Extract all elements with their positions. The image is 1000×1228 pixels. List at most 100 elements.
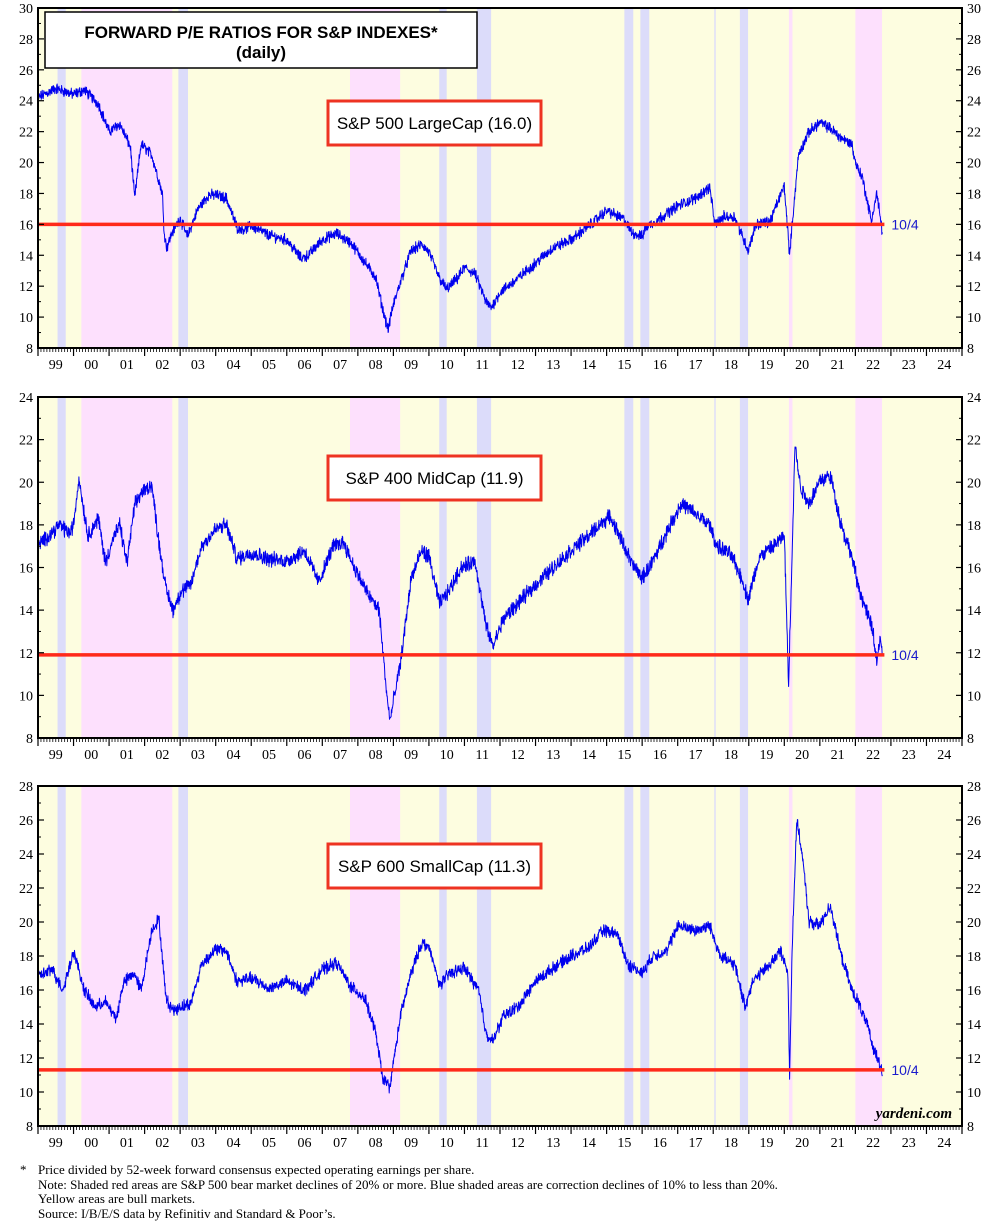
y-tick-label-left: 10 [19, 689, 33, 704]
series-label-box [326, 454, 543, 502]
x-tick-label: 00 [84, 748, 98, 763]
y-tick-label-left: 28 [19, 780, 33, 795]
correction-shading [739, 786, 749, 1126]
series-label: S&P 400 MidCap (11.9) [346, 469, 524, 488]
y-tick-label-left: 24 [19, 95, 33, 110]
x-tick-label: 06 [298, 1136, 312, 1151]
x-tick-label: 23 [902, 1136, 916, 1151]
correction-shading [624, 397, 634, 738]
x-tick-label: 13 [546, 1136, 560, 1151]
bull-market-shading [38, 786, 962, 1126]
x-tick-label: 17 [688, 748, 702, 763]
x-tick-label: 01 [120, 1136, 134, 1151]
x-tick-label: 12 [511, 748, 525, 763]
y-tick-label-left: 22 [19, 126, 33, 141]
future-area [882, 397, 962, 738]
correction-shading [640, 786, 650, 1126]
x-tick-label: 10 [440, 1136, 454, 1151]
y-tick-label-left: 8 [26, 342, 33, 357]
end-date-label: 10/4 [891, 1062, 918, 1078]
y-tick-label-left: 24 [19, 391, 33, 406]
x-tick-label: 14 [582, 1136, 596, 1151]
correction-shading [714, 8, 716, 348]
footnote-star: * [20, 1162, 27, 1177]
correction-shading [714, 786, 716, 1126]
x-tick-label: 08 [369, 358, 383, 373]
y-tick-label-right: 24 [967, 95, 981, 110]
y-tick-label-right: 10 [967, 311, 981, 326]
x-tick-label: 01 [120, 358, 134, 373]
end-date-label: 10/4 [891, 216, 918, 232]
x-tick-label: 01 [120, 748, 134, 763]
correction-shading [640, 8, 650, 348]
correction-shading [178, 397, 188, 738]
x-tick-label: 99 [49, 748, 63, 763]
x-tick-label: 00 [84, 358, 98, 373]
x-tick-label: 15 [617, 1136, 631, 1151]
y-tick-label-left: 14 [19, 604, 33, 619]
x-tick-label: 11 [475, 1136, 488, 1151]
x-tick-label: 18 [724, 358, 738, 373]
correction-shading [178, 8, 188, 348]
bear-market-shading [81, 786, 173, 1126]
correction-shading [624, 8, 634, 348]
title-box-group: FORWARD P/E RATIOS FOR S&P INDEXES*(dail… [44, 11, 478, 69]
y-tick-label-right: 18 [967, 519, 981, 534]
x-tick-label: 09 [404, 358, 418, 373]
y-tick-label-right: 20 [967, 157, 981, 172]
bear-market-shading [81, 397, 173, 738]
bear-market-shading [855, 786, 883, 1126]
y-tick-label-left: 14 [19, 249, 33, 264]
y-tick-label-left: 12 [19, 280, 33, 295]
bear-market-shading [350, 397, 401, 738]
bear-market-shading [788, 397, 793, 738]
x-tick-label: 18 [724, 1136, 738, 1151]
end-date-label: 10/4 [891, 647, 918, 663]
pe-series-line [37, 83, 883, 333]
bear-market-shading [855, 8, 883, 348]
series-label-box [326, 99, 543, 147]
y-tick-label-right: 22 [967, 126, 981, 141]
x-tick-label: 07 [333, 358, 347, 373]
y-tick-label-left: 8 [26, 732, 33, 747]
y-tick-label-right: 30 [967, 2, 981, 17]
y-tick-label-right: 14 [967, 249, 981, 264]
correction-shading [739, 8, 749, 348]
x-tick-label: 99 [49, 358, 63, 373]
y-tick-label-right: 12 [967, 647, 981, 662]
x-tick-label: 02 [155, 358, 169, 373]
y-tick-label-left: 26 [19, 814, 33, 829]
y-tick-label-right: 24 [967, 391, 981, 406]
bear-market-shading [350, 786, 401, 1126]
y-tick-label-left: 16 [19, 562, 33, 577]
x-tick-label: 02 [155, 748, 169, 763]
correction-shading [476, 397, 492, 738]
correction-shading [640, 397, 650, 738]
x-tick-label: 07 [333, 748, 347, 763]
y-tick-label-right: 14 [967, 1018, 981, 1033]
x-tick-label: 06 [298, 358, 312, 373]
x-tick-label: 21 [831, 358, 845, 373]
x-tick-label: 11 [475, 748, 488, 763]
x-tick-label: 04 [226, 1136, 240, 1151]
y-tick-label-right: 18 [967, 187, 981, 202]
x-tick-label: 03 [191, 748, 205, 763]
x-tick-label: 22 [866, 748, 880, 763]
x-tick-label: 02 [155, 1136, 169, 1151]
x-tick-label: 15 [617, 748, 631, 763]
series-label: S&P 600 SmallCap (11.3) [338, 857, 531, 876]
x-tick-label: 18 [724, 748, 738, 763]
footnote-definition: Price divided by 52-week forward consens… [38, 1162, 475, 1177]
future-area [882, 786, 962, 1126]
x-tick-label: 23 [902, 748, 916, 763]
y-tick-label-left: 18 [19, 519, 33, 534]
x-tick-label: 09 [404, 1136, 418, 1151]
y-tick-label-right: 26 [967, 64, 981, 79]
x-tick-label: 03 [191, 1136, 205, 1151]
x-tick-label: 24 [937, 358, 951, 373]
x-tick-label: 05 [262, 1136, 276, 1151]
y-tick-label-left: 20 [19, 916, 33, 931]
bear-market-shading [855, 397, 883, 738]
x-tick-label: 09 [404, 748, 418, 763]
